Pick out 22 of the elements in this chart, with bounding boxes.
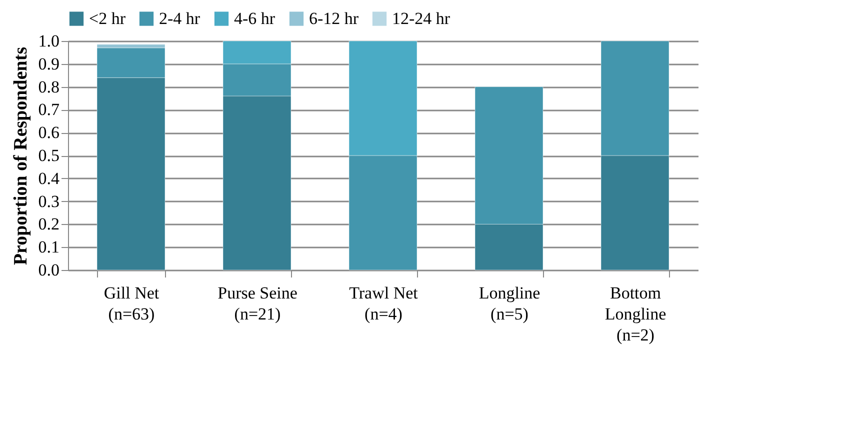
y-tick-label: 0.9 [38, 54, 60, 74]
y-tick-label: 0.3 [38, 192, 60, 211]
y-tick-label: 0.8 [38, 77, 60, 96]
legend-label: 6-12 hr [309, 8, 359, 28]
y-tick-label: 0.1 [38, 238, 60, 257]
y-tick-label: 1.0 [38, 32, 60, 50]
legend-label: <2 hr [89, 8, 126, 28]
x-tick-label: Purse Seine (n=21) [218, 284, 298, 324]
x-tick-label: Longline (n=5) [478, 284, 540, 324]
y-tick-label: 0.2 [38, 214, 60, 234]
x-tick-label: Bottom Longline (n=2) [604, 284, 666, 344]
legend-label: 12-24 hr [392, 8, 450, 28]
y-tick-label: 0.7 [38, 100, 60, 120]
y-tick-label: 0.4 [38, 168, 60, 188]
legend-label: 2-4 hr [159, 8, 200, 28]
y-tick-label: 0.5 [38, 146, 60, 165]
y-tick-label: 0.0 [38, 260, 60, 280]
x-tick-label: Gill Net (n=63) [104, 284, 160, 324]
x-tick-label: Trawl Net (n=4) [349, 284, 418, 324]
y-axis-title: Proportion of Respondents [10, 46, 32, 266]
y-tick-label: 0.6 [38, 123, 60, 142]
legend-label: 4-6 hr [234, 8, 276, 28]
